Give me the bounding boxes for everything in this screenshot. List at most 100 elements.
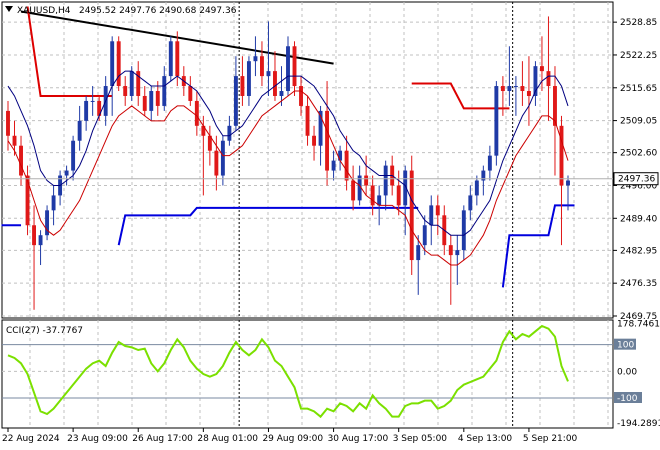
- chart-header: XAUUSD,H4 2495.52 2497.76 2490.68 2497.3…: [5, 6, 237, 16]
- candle-body: [84, 100, 89, 121]
- candle-body: [155, 91, 160, 106]
- candle-body: [188, 86, 193, 101]
- moving-average-lines: [7, 70, 569, 266]
- candle-body: [500, 86, 505, 92]
- candle-body: [214, 150, 219, 176]
- candle-body: [246, 61, 251, 96]
- candle-body: [292, 46, 297, 87]
- candle-body: [253, 56, 258, 62]
- candle-body: [77, 120, 82, 141]
- candle-body: [481, 170, 486, 181]
- cci-axis: 178.7461 100 0.00 -100 -194.2891: [614, 320, 660, 429]
- candle-body: [25, 175, 30, 226]
- cci-tick-label: -100: [617, 394, 638, 404]
- candle-body: [377, 195, 382, 206]
- candle-body: [260, 56, 264, 77]
- collapse-triangle-icon[interactable]: [5, 6, 13, 12]
- candle-body: [416, 245, 421, 261]
- price-tick-label: 2469.75: [620, 312, 657, 322]
- candle-body: [383, 165, 388, 196]
- candle-body: [162, 76, 167, 106]
- price-tick-label: 2489.40: [620, 214, 657, 224]
- candle-body: [513, 86, 518, 88]
- moving-average-line: [7, 90, 569, 266]
- candle-body: [116, 41, 121, 87]
- time-tick-label: 5 Sep 21:00: [523, 434, 578, 444]
- candle-body: [149, 91, 154, 111]
- cci-label: CCI(27) -37.7767: [6, 326, 83, 336]
- ohlc-values: 2495.52 2497.76 2490.68 2497.36: [79, 6, 237, 16]
- candle-body: [51, 195, 56, 211]
- candle-body: [507, 86, 512, 92]
- candle-body: [136, 71, 141, 96]
- candle-body: [325, 110, 330, 171]
- cci-tick-label: 178.7461: [617, 320, 660, 330]
- candle-body: [305, 105, 310, 136]
- candle-body: [19, 145, 23, 176]
- candle-body: [240, 76, 245, 96]
- candle-body: [487, 155, 492, 171]
- price-tick-label: 2515.65: [620, 84, 657, 94]
- candle-body: [45, 210, 50, 236]
- price-tick-label: 2522.25: [620, 51, 657, 61]
- candle-body: [273, 71, 277, 96]
- candle-body: [38, 235, 43, 246]
- cci-tick-label: -194.2891: [617, 419, 660, 429]
- cci-line: [7, 324, 569, 419]
- candle-body: [286, 46, 290, 92]
- resistance-step-line: [411, 82, 510, 110]
- cci-panel: [1, 319, 614, 429]
- price-axis: 2528.85 2522.25 2515.65 2509.05 2502.60 2496.…: [613, 18, 657, 322]
- cci-tick-label: 100: [617, 341, 634, 351]
- candle-body: [233, 76, 238, 126]
- candle-body: [32, 225, 36, 246]
- price-tick-label: 2476.35: [620, 279, 657, 289]
- candle-body: [540, 66, 544, 72]
- time-tick-label: 28 Aug 01:00: [197, 434, 258, 444]
- candle-body: [461, 210, 466, 251]
- time-tick-label: 3 Sep 05:00: [393, 434, 448, 444]
- candle-body: [312, 135, 316, 146]
- candle-body: [370, 185, 375, 206]
- price-tick-label: 2509.05: [620, 117, 657, 127]
- candle-body: [526, 91, 531, 96]
- price-tick-label: 2496.00: [620, 181, 657, 191]
- cci-level-box: [614, 338, 636, 350]
- candle-body: [64, 170, 69, 176]
- candle-body: [409, 170, 414, 261]
- candle-body: [435, 205, 440, 216]
- time-tick-label: 26 Aug 17:00: [132, 434, 193, 444]
- candle-body: [318, 110, 323, 146]
- current-price-box: [613, 172, 659, 186]
- time-tick-label: 23 Aug 09:00: [67, 434, 128, 444]
- candle-body: [559, 125, 564, 186]
- candle-body: [142, 95, 147, 111]
- support-step-line: [117, 206, 419, 246]
- cci-tick-label: 0.00: [617, 367, 637, 377]
- grid-lines: [2, 2, 613, 428]
- candlestick-series: [6, 16, 570, 310]
- candle-body: [194, 100, 199, 126]
- candle-body: [468, 195, 473, 211]
- candle-body: [6, 110, 10, 136]
- candle-body: [533, 66, 538, 96]
- candle-body: [448, 245, 453, 256]
- candle-body: [110, 41, 115, 87]
- price-tick-label: 2502.60: [620, 149, 657, 159]
- candle-body: [344, 150, 349, 181]
- cci-indicator: [7, 324, 569, 419]
- candle-body: [220, 140, 225, 176]
- price-tick-label: 2528.85: [620, 18, 657, 28]
- time-tick-label: 30 Aug 17:00: [328, 434, 389, 444]
- candle-body: [168, 41, 173, 77]
- candle-body: [566, 180, 570, 186]
- candle-body: [279, 91, 284, 96]
- candle-body: [123, 86, 128, 96]
- candle-body: [129, 71, 134, 96]
- moving-average-line: [7, 70, 569, 236]
- candle-body: [331, 160, 336, 171]
- candle-body: [90, 100, 95, 102]
- candle-body: [175, 41, 180, 77]
- candle-body: [207, 135, 212, 151]
